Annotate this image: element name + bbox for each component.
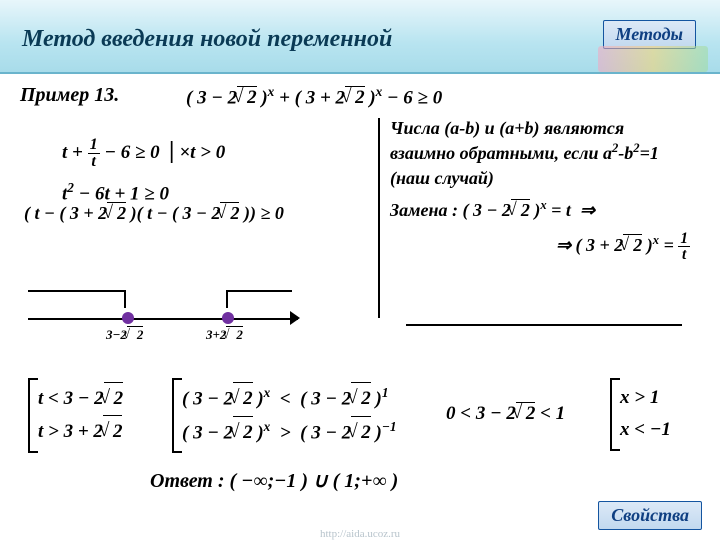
properties-button[interactable]: Свойства bbox=[598, 501, 702, 530]
bracket-system-3: x > 1 x < −1 bbox=[610, 378, 671, 451]
hatch-right bbox=[226, 290, 292, 308]
page-title: Метод введения новой переменной bbox=[22, 26, 392, 53]
bracket-system-2: ( 3 − 22 )x < ( 3 − 22 )1 ( 3 − 22 )x > … bbox=[172, 378, 397, 453]
axis-arrow-icon bbox=[290, 311, 300, 325]
vertical-divider bbox=[378, 118, 380, 318]
number-line: 3−22 3+22 bbox=[28, 268, 308, 348]
header-decoration bbox=[598, 46, 708, 72]
substitution-line2: ⇒ ( 3 + 22 )x = 1t bbox=[390, 231, 690, 263]
point-left bbox=[122, 312, 134, 324]
substitution-line1: Замена : ( 3 − 22 )x = t ⇒ bbox=[390, 198, 690, 221]
example-label: Пример 13. bbox=[20, 84, 119, 107]
content-area: Пример 13. ( 3 − 22 )x + ( 3 + 22 )x − 6… bbox=[0, 72, 720, 540]
bracket-system-1: t < 3 − 22 t > 3 + 22 bbox=[28, 378, 123, 453]
right-column: Числа (a-b) и (a+b) являются взаимно обр… bbox=[390, 116, 690, 262]
tick-label-2: 3+22 bbox=[206, 326, 243, 343]
axis-line bbox=[28, 318, 298, 320]
methods-button[interactable]: Методы bbox=[603, 20, 696, 49]
answer-line: Ответ : ( −∞;−1 ) ∪ ( 1;+∞ ) bbox=[150, 468, 398, 493]
left-derivation: t + 1t − 6 ≥ 0 | ×t > 0 t2 − 6t + 1 ≥ 0 bbox=[62, 128, 225, 212]
reciprocal-note: Числа (a-b) и (a+b) являются взаимно обр… bbox=[390, 116, 690, 190]
tick-label-1: 3−22 bbox=[106, 326, 143, 343]
hatch-left bbox=[28, 290, 126, 308]
base-range: 0 < 3 − 22 < 1 bbox=[446, 402, 565, 425]
right-underline bbox=[406, 324, 682, 326]
main-inequality: ( 3 − 22 )x + ( 3 + 22 )x − 6 ≥ 0 bbox=[186, 84, 442, 109]
factored-form: ( t − ( 3 + 22 )( t − ( 3 − 22 )) ≥ 0 bbox=[24, 202, 284, 224]
point-right bbox=[222, 312, 234, 324]
